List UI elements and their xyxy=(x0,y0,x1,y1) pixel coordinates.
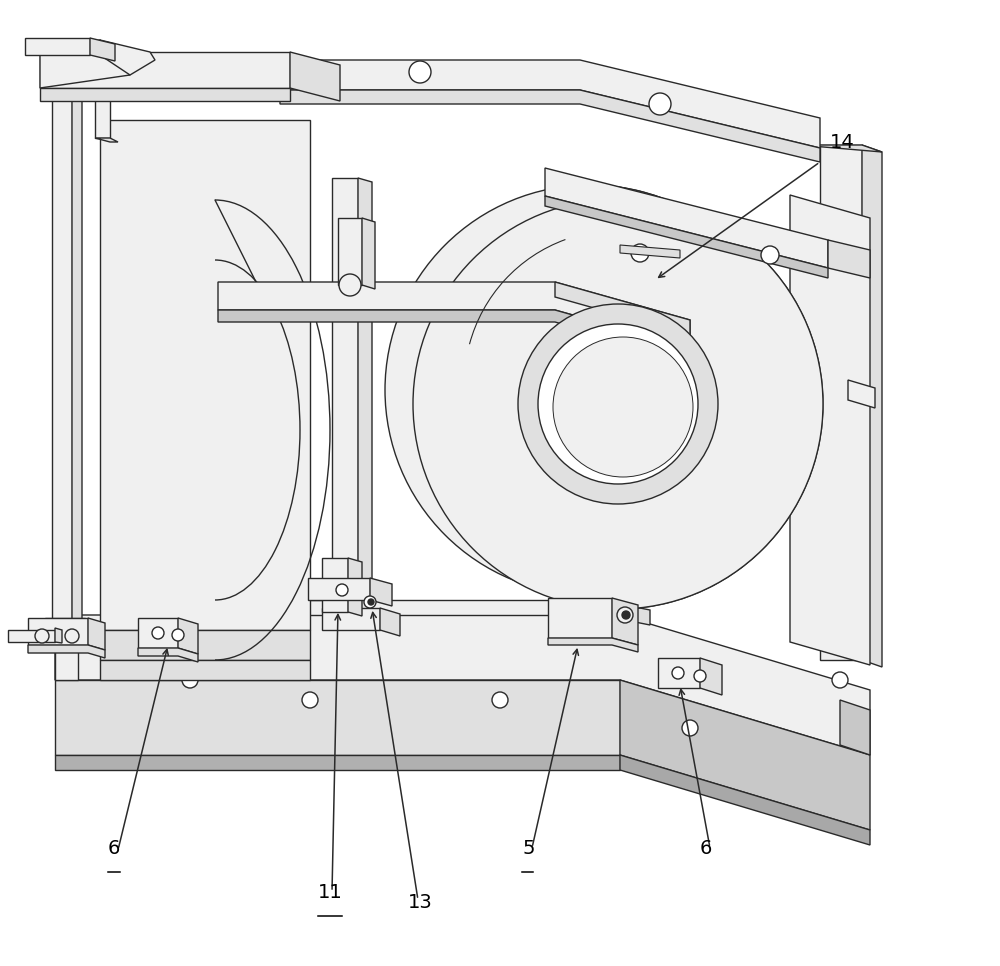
Polygon shape xyxy=(40,88,290,101)
Circle shape xyxy=(622,611,630,619)
Polygon shape xyxy=(95,138,118,142)
Polygon shape xyxy=(840,700,870,755)
Polygon shape xyxy=(280,90,820,162)
Polygon shape xyxy=(612,598,638,645)
Ellipse shape xyxy=(538,324,698,484)
Circle shape xyxy=(368,599,374,605)
Polygon shape xyxy=(55,615,870,755)
Polygon shape xyxy=(848,380,875,408)
Polygon shape xyxy=(55,628,62,643)
Text: 6: 6 xyxy=(700,839,712,858)
Polygon shape xyxy=(138,648,198,662)
Text: 6: 6 xyxy=(108,839,120,858)
Polygon shape xyxy=(72,95,82,628)
Polygon shape xyxy=(358,178,372,619)
Text: 5: 5 xyxy=(522,839,534,858)
Polygon shape xyxy=(780,145,882,152)
Polygon shape xyxy=(280,60,820,148)
Polygon shape xyxy=(308,578,370,600)
Circle shape xyxy=(152,627,164,639)
Polygon shape xyxy=(178,618,198,654)
Polygon shape xyxy=(28,645,105,658)
Polygon shape xyxy=(600,600,650,625)
Circle shape xyxy=(672,667,684,679)
Polygon shape xyxy=(90,38,115,61)
Polygon shape xyxy=(100,120,310,630)
Polygon shape xyxy=(322,608,380,630)
Circle shape xyxy=(694,670,706,682)
Text: 13: 13 xyxy=(408,893,433,912)
Circle shape xyxy=(617,607,633,623)
Polygon shape xyxy=(620,245,680,258)
Polygon shape xyxy=(620,680,870,830)
Polygon shape xyxy=(40,40,130,88)
Polygon shape xyxy=(28,618,88,645)
Circle shape xyxy=(339,274,361,296)
Text: 14: 14 xyxy=(830,133,855,152)
Circle shape xyxy=(631,244,649,262)
Polygon shape xyxy=(55,680,620,755)
Polygon shape xyxy=(100,630,310,660)
Polygon shape xyxy=(8,630,55,642)
Polygon shape xyxy=(45,618,85,636)
Polygon shape xyxy=(370,578,392,606)
Polygon shape xyxy=(545,168,828,268)
Circle shape xyxy=(832,672,848,688)
Polygon shape xyxy=(140,600,600,615)
Polygon shape xyxy=(828,240,870,278)
Polygon shape xyxy=(55,615,78,680)
Polygon shape xyxy=(138,618,178,648)
Polygon shape xyxy=(620,755,870,845)
Polygon shape xyxy=(218,282,690,348)
Polygon shape xyxy=(545,196,828,278)
Ellipse shape xyxy=(518,304,718,504)
Polygon shape xyxy=(658,658,700,688)
Ellipse shape xyxy=(553,337,693,477)
Ellipse shape xyxy=(385,185,795,595)
Circle shape xyxy=(35,629,49,643)
Polygon shape xyxy=(218,310,690,360)
Circle shape xyxy=(302,692,318,708)
Circle shape xyxy=(364,596,376,608)
Polygon shape xyxy=(338,218,362,285)
Polygon shape xyxy=(95,95,110,138)
Circle shape xyxy=(409,61,431,83)
Polygon shape xyxy=(820,145,862,660)
Polygon shape xyxy=(290,52,340,101)
Polygon shape xyxy=(332,178,358,615)
Polygon shape xyxy=(548,598,612,638)
Polygon shape xyxy=(322,558,348,612)
Polygon shape xyxy=(348,558,362,616)
Text: 11: 11 xyxy=(318,883,343,902)
Circle shape xyxy=(65,629,79,643)
Circle shape xyxy=(492,692,508,708)
Polygon shape xyxy=(862,145,882,667)
Polygon shape xyxy=(25,38,90,55)
Polygon shape xyxy=(88,618,105,650)
Ellipse shape xyxy=(413,199,823,609)
Circle shape xyxy=(182,672,198,688)
Polygon shape xyxy=(380,608,400,636)
Polygon shape xyxy=(790,195,870,665)
Polygon shape xyxy=(100,40,155,75)
Polygon shape xyxy=(100,660,310,680)
Polygon shape xyxy=(52,95,72,625)
Polygon shape xyxy=(555,282,690,335)
Polygon shape xyxy=(700,658,722,695)
Polygon shape xyxy=(590,185,823,609)
Polygon shape xyxy=(548,638,638,652)
Polygon shape xyxy=(362,218,375,289)
Circle shape xyxy=(172,629,184,641)
Circle shape xyxy=(649,93,671,115)
Circle shape xyxy=(336,584,348,596)
Circle shape xyxy=(761,246,779,264)
Polygon shape xyxy=(40,52,290,88)
Circle shape xyxy=(682,720,698,736)
Polygon shape xyxy=(55,755,620,770)
